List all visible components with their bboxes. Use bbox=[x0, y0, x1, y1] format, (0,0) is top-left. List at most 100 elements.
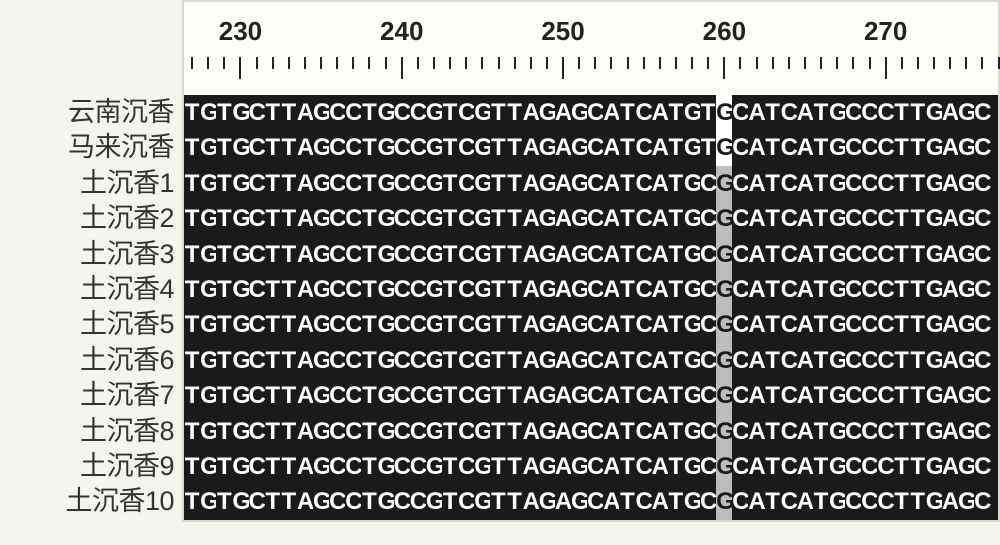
base-cell[interactable]: T bbox=[265, 272, 281, 307]
base-cell[interactable]: T bbox=[184, 484, 200, 519]
base-cell[interactable]: C bbox=[700, 237, 716, 272]
base-cell[interactable]: C bbox=[732, 237, 748, 272]
base-cell[interactable]: G bbox=[926, 201, 942, 236]
sequence-row[interactable]: TGTGCTTAGCCTGCCGTCGTTAGAGCATCATGCGCATCAT… bbox=[184, 378, 998, 413]
base-cell[interactable]: A bbox=[555, 272, 571, 307]
base-cell[interactable]: C bbox=[329, 130, 345, 165]
base-cell[interactable]: T bbox=[668, 484, 684, 519]
base-cell[interactable]: A bbox=[297, 95, 313, 130]
base-cell[interactable]: A bbox=[942, 201, 958, 236]
base-cell[interactable]: G bbox=[684, 414, 700, 449]
base-cell[interactable]: T bbox=[507, 272, 523, 307]
base-cell[interactable]: G bbox=[378, 484, 394, 519]
base-cell[interactable]: T bbox=[765, 95, 781, 130]
base-cell[interactable]: G bbox=[313, 307, 329, 342]
base-cell[interactable]: G bbox=[200, 307, 216, 342]
base-cell[interactable]: C bbox=[781, 166, 797, 201]
base-cell[interactable]: A bbox=[942, 166, 958, 201]
base-cell[interactable]: C bbox=[249, 414, 265, 449]
base-cell[interactable]: C bbox=[974, 201, 990, 236]
base-cell[interactable]: T bbox=[507, 237, 523, 272]
base-cell[interactable]: A bbox=[652, 95, 668, 130]
base-cell[interactable]: G bbox=[539, 449, 555, 484]
base-cell[interactable]: C bbox=[877, 484, 893, 519]
base-cell[interactable]: A bbox=[523, 307, 539, 342]
base-cell[interactable]: G bbox=[426, 343, 442, 378]
base-cell[interactable]: G bbox=[426, 449, 442, 484]
sequence-row[interactable]: TGTGCTTAGCCTGCCGTCGTTAGAGCATCATGTGCATCAT… bbox=[184, 130, 998, 165]
base-cell[interactable]: C bbox=[394, 166, 410, 201]
base-cell[interactable]: C bbox=[410, 237, 426, 272]
base-cell[interactable]: T bbox=[507, 130, 523, 165]
base-cell[interactable]: T bbox=[281, 449, 297, 484]
base-cell[interactable]: G bbox=[829, 272, 845, 307]
base-cell[interactable]: C bbox=[249, 307, 265, 342]
base-cell[interactable]: C bbox=[974, 484, 990, 519]
base-cell[interactable]: G bbox=[426, 130, 442, 165]
base-cell[interactable]: T bbox=[361, 166, 377, 201]
base-cell[interactable]: A bbox=[555, 378, 571, 413]
base-cell[interactable]: C bbox=[458, 414, 474, 449]
base-cell[interactable]: C bbox=[345, 378, 361, 413]
base-cell[interactable]: A bbox=[523, 343, 539, 378]
base-cell[interactable]: C bbox=[345, 307, 361, 342]
base-cell[interactable]: G bbox=[716, 130, 732, 165]
base-cell[interactable]: A bbox=[603, 307, 619, 342]
base-cell[interactable]: T bbox=[265, 414, 281, 449]
base-cell[interactable]: C bbox=[845, 307, 861, 342]
base-cell[interactable]: G bbox=[200, 95, 216, 130]
base-cell[interactable]: C bbox=[394, 449, 410, 484]
base-cell[interactable]: C bbox=[845, 130, 861, 165]
base-cell[interactable]: C bbox=[861, 166, 877, 201]
base-cell[interactable]: G bbox=[426, 166, 442, 201]
base-cell[interactable]: C bbox=[861, 378, 877, 413]
base-cell[interactable]: T bbox=[281, 166, 297, 201]
base-cell[interactable]: A bbox=[797, 130, 813, 165]
base-cell[interactable]: A bbox=[942, 484, 958, 519]
base-cell[interactable]: T bbox=[361, 272, 377, 307]
base-cell[interactable]: T bbox=[281, 484, 297, 519]
base-cell[interactable]: A bbox=[797, 484, 813, 519]
base-cell[interactable]: A bbox=[603, 414, 619, 449]
base-cell[interactable]: A bbox=[797, 343, 813, 378]
base-cell[interactable]: T bbox=[507, 166, 523, 201]
sequence-label[interactable]: 土沉香9 bbox=[0, 449, 182, 484]
base-cell[interactable]: C bbox=[345, 272, 361, 307]
base-cell[interactable]: G bbox=[232, 449, 248, 484]
base-cell[interactable]: G bbox=[926, 166, 942, 201]
base-cell[interactable]: A bbox=[942, 237, 958, 272]
base-cell[interactable]: A bbox=[748, 237, 764, 272]
base-cell[interactable]: G bbox=[313, 237, 329, 272]
base-cell[interactable]: A bbox=[652, 414, 668, 449]
base-cell[interactable]: T bbox=[216, 237, 232, 272]
base-cell[interactable]: C bbox=[458, 201, 474, 236]
base-cell[interactable]: C bbox=[845, 449, 861, 484]
base-cell[interactable]: A bbox=[942, 449, 958, 484]
base-cell[interactable]: C bbox=[587, 378, 603, 413]
base-cell[interactable]: G bbox=[378, 237, 394, 272]
base-cell[interactable]: C bbox=[974, 130, 990, 165]
base-cell[interactable]: T bbox=[910, 237, 926, 272]
base-cell[interactable]: A bbox=[797, 449, 813, 484]
base-cell[interactable]: C bbox=[329, 237, 345, 272]
base-cell[interactable]: G bbox=[958, 307, 974, 342]
base-cell[interactable]: T bbox=[442, 343, 458, 378]
base-cell[interactable]: T bbox=[265, 237, 281, 272]
base-cell[interactable]: T bbox=[281, 95, 297, 130]
base-cell[interactable]: G bbox=[684, 343, 700, 378]
base-cell[interactable]: C bbox=[877, 95, 893, 130]
base-cell[interactable]: C bbox=[877, 378, 893, 413]
base-cell[interactable]: C bbox=[329, 414, 345, 449]
base-cell[interactable]: T bbox=[619, 130, 635, 165]
base-cell[interactable]: G bbox=[200, 201, 216, 236]
base-cell[interactable]: T bbox=[490, 484, 506, 519]
base-cell[interactable]: T bbox=[184, 130, 200, 165]
base-cell[interactable]: C bbox=[345, 95, 361, 130]
base-cell[interactable]: T bbox=[490, 130, 506, 165]
base-cell[interactable]: G bbox=[926, 307, 942, 342]
base-cell[interactable]: C bbox=[861, 307, 877, 342]
base-cell[interactable]: G bbox=[474, 414, 490, 449]
base-cell[interactable]: C bbox=[974, 95, 990, 130]
base-cell[interactable]: C bbox=[636, 414, 652, 449]
base-cell[interactable]: T bbox=[490, 166, 506, 201]
